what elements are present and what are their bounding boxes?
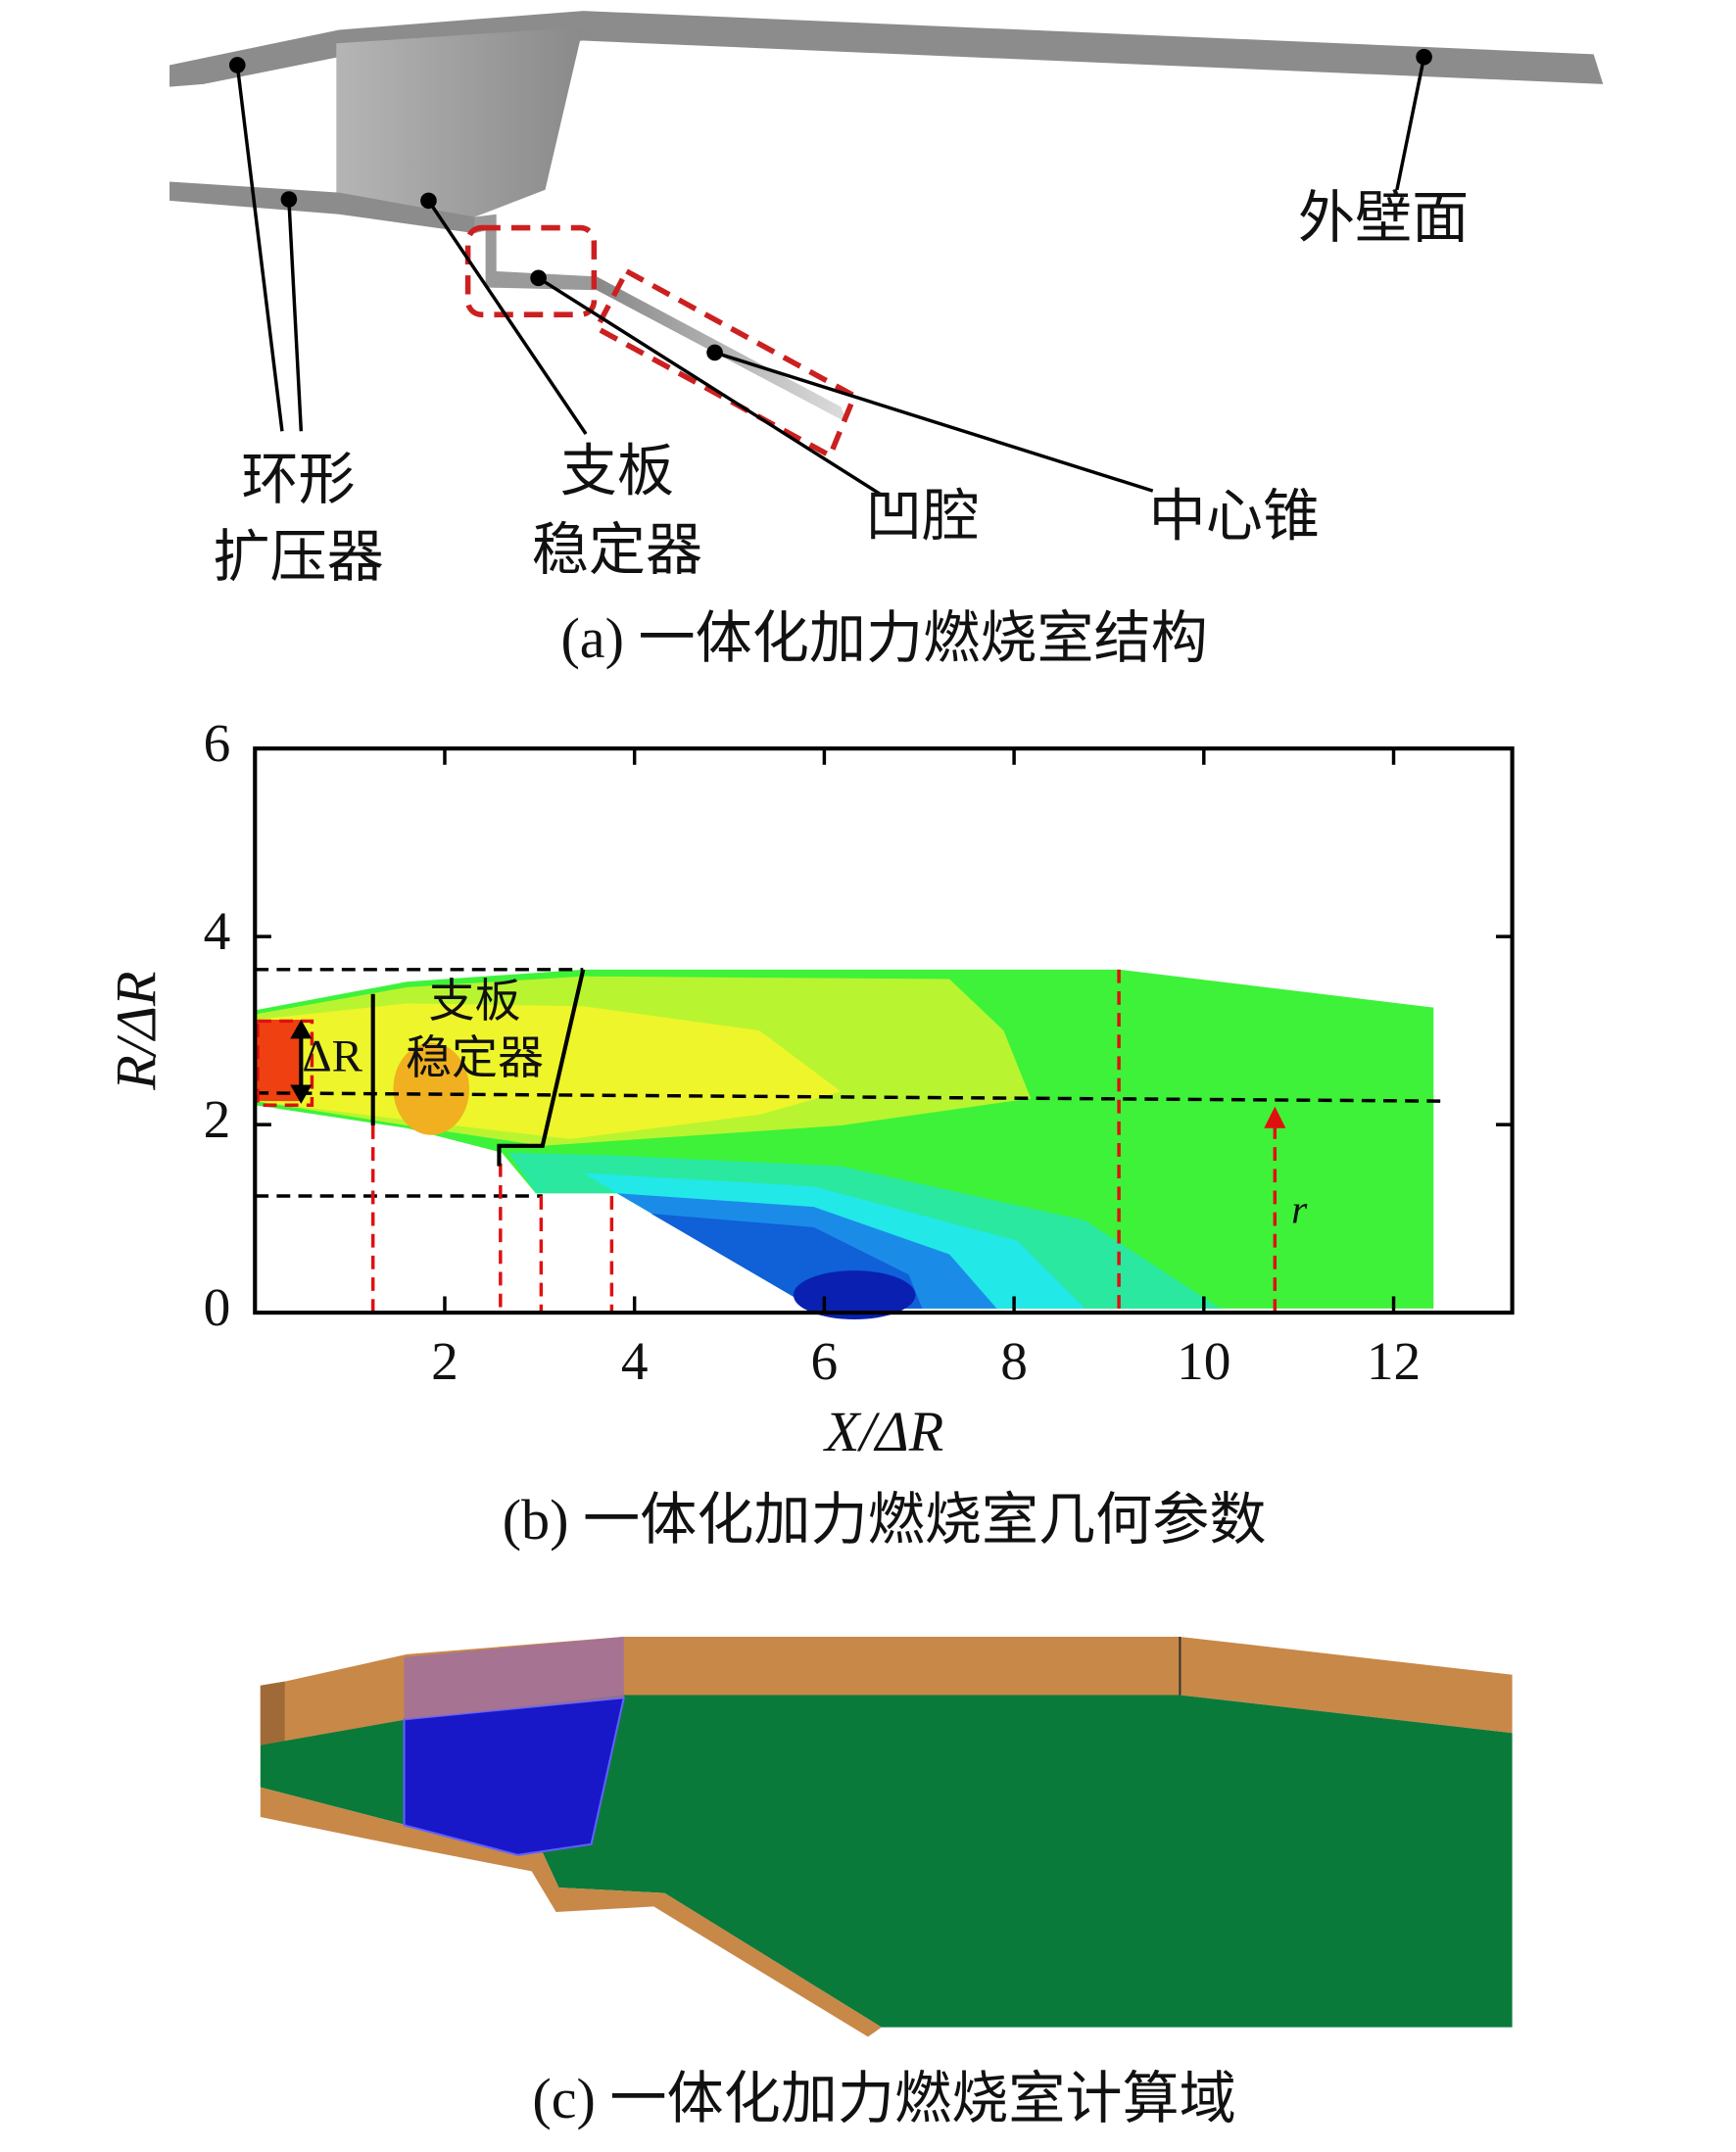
annotation: 支板 xyxy=(428,977,520,1028)
domain-wall xyxy=(260,1681,285,1746)
panel-b: 支板 稳定器 ΔR r X/ΔR R/ΔR (b) 一体化加力燃烧室几何参数 2… xyxy=(105,713,1515,1552)
y-axis-title: R/ΔR xyxy=(105,971,169,1090)
leader-line xyxy=(235,65,284,432)
delta-r-arrowhead xyxy=(290,1084,313,1104)
caption: (a) 一体化加力燃烧室结构 xyxy=(560,606,1207,670)
strut xyxy=(336,26,584,217)
cone-highlight xyxy=(594,268,857,458)
x-tick-label: 2 xyxy=(431,1331,458,1391)
guide-line xyxy=(255,1091,1441,1103)
plot-frame xyxy=(253,746,1515,1315)
outer-wall xyxy=(169,11,1604,87)
domain-wall xyxy=(260,1787,882,2037)
label: 中心锥 xyxy=(1149,484,1320,548)
delta-r-arrowhead xyxy=(290,1020,313,1039)
label: 稳定器 xyxy=(532,518,702,582)
caption: (c) 一体化加力燃烧室计算域 xyxy=(532,2067,1235,2130)
leader-line xyxy=(287,199,304,432)
panel-c: (c) 一体化加力燃烧室计算域 xyxy=(260,1636,1513,2130)
stabilizer-outline xyxy=(497,969,586,1167)
leader-line xyxy=(427,199,588,435)
leader-dot xyxy=(420,192,437,210)
annotation: 稳定器 xyxy=(406,1033,544,1084)
panel-a: 外壁面 环形 扩压器 支板 稳定器 凹腔 中心锥 (a) 一体化加力燃烧室结构 xyxy=(169,11,1604,670)
leader-dot xyxy=(530,269,547,287)
label: 凹腔 xyxy=(865,484,979,548)
y-tick-label: 4 xyxy=(204,901,231,961)
leader-line xyxy=(1395,56,1426,191)
label: 支板 xyxy=(560,440,674,503)
r-arrowhead xyxy=(1264,1106,1286,1128)
x-tick-label: 8 xyxy=(1000,1331,1028,1391)
label: 外壁面 xyxy=(1298,186,1469,250)
leader-dot xyxy=(280,191,298,208)
leader-dot xyxy=(1416,48,1432,66)
x-tick-label: 6 xyxy=(811,1331,839,1391)
label: 环形 xyxy=(241,448,355,511)
cavity-highlight xyxy=(464,224,598,317)
x-tick-label: 10 xyxy=(1177,1331,1230,1391)
leader-dot xyxy=(228,57,246,73)
y-tick-label: 6 xyxy=(204,713,231,773)
x-tick-label: 4 xyxy=(621,1331,649,1391)
strut-top xyxy=(404,1636,624,1720)
x-tick-label: 12 xyxy=(1367,1331,1421,1391)
leader-dot xyxy=(706,344,723,361)
annotation: ΔR xyxy=(302,1030,362,1081)
inner-wall xyxy=(169,181,475,234)
y-tick-label: 2 xyxy=(204,1089,231,1149)
label: 扩压器 xyxy=(213,525,383,589)
annotation: r xyxy=(1291,1187,1308,1232)
leader-line xyxy=(537,276,883,497)
caption: (b) 一体化加力燃烧室几何参数 xyxy=(503,1488,1267,1552)
x-axis-title: X/ΔR xyxy=(823,1400,943,1463)
contour-field xyxy=(393,1042,469,1135)
leader-line xyxy=(714,351,1154,493)
y-tick-label: 0 xyxy=(204,1277,231,1337)
guide-box xyxy=(256,1019,314,1107)
strut-domain xyxy=(403,1697,626,1856)
